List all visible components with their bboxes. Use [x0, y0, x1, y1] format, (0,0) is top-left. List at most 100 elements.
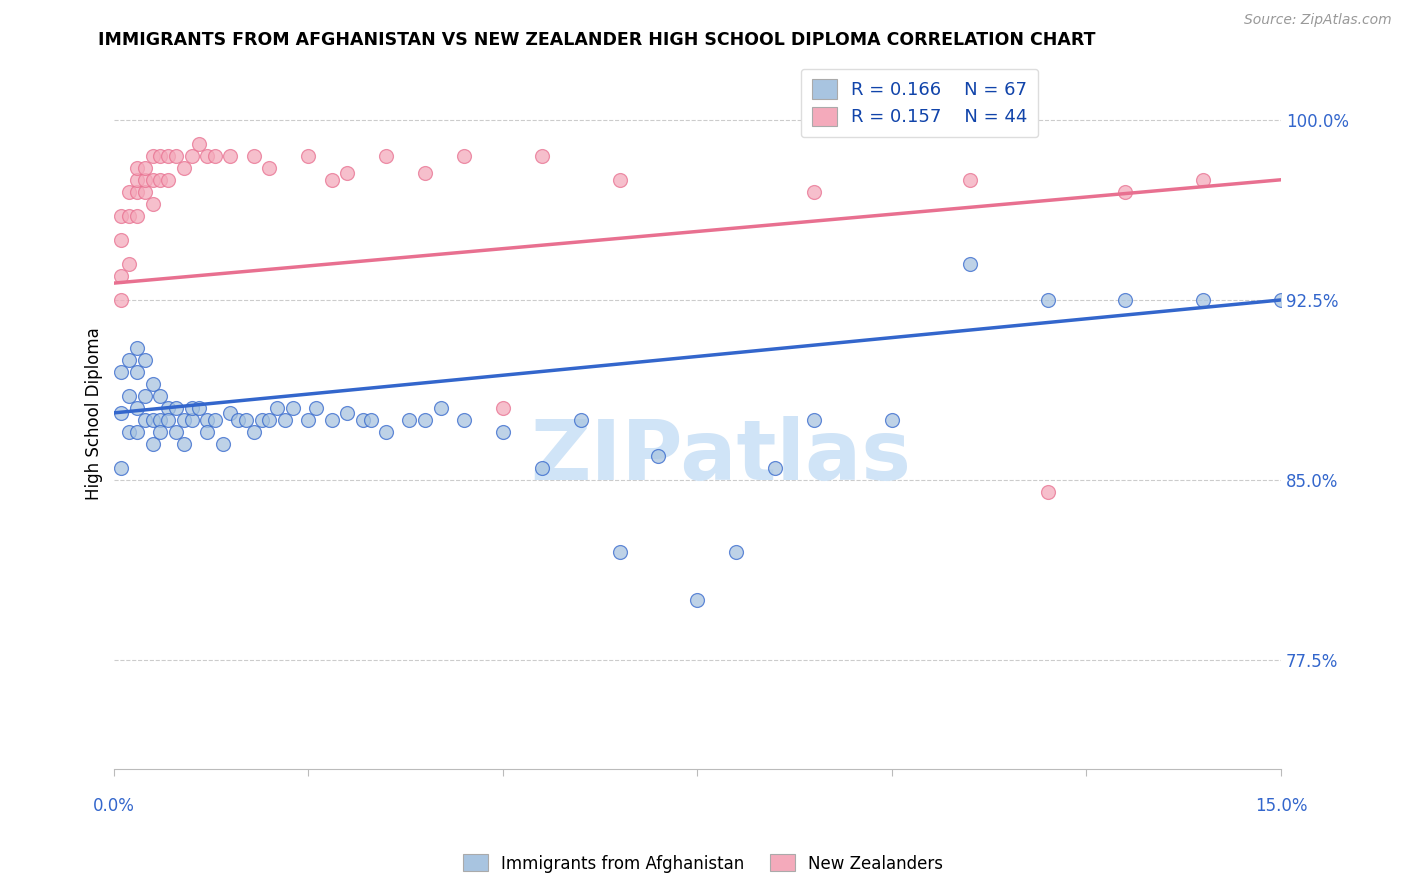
Point [259, 413, 281, 427]
Point [165, 425, 187, 439]
Point [157, 413, 180, 427]
Text: ZIPatlas: ZIPatlas [530, 417, 911, 497]
Point [250, 413, 273, 427]
Legend: R = 0.166    N = 67, R = 0.157    N = 44: R = 0.166 N = 67, R = 0.157 N = 44 [801, 69, 1039, 137]
Point [173, 161, 195, 175]
Point [1192, 173, 1215, 187]
Point [165, 401, 187, 416]
Point [321, 173, 343, 187]
Point [173, 437, 195, 451]
Point [959, 173, 981, 187]
Point [173, 413, 195, 427]
Point [125, 365, 148, 379]
Point [609, 173, 631, 187]
Point [429, 401, 451, 416]
Point [880, 413, 903, 427]
Point [157, 401, 180, 416]
Point [219, 149, 242, 163]
Point [1192, 293, 1215, 307]
Point [149, 389, 172, 403]
Point [725, 545, 748, 559]
Point [375, 149, 398, 163]
Point [110, 461, 132, 475]
Point [180, 413, 202, 427]
Point [149, 413, 172, 427]
Point [118, 209, 141, 223]
Point [204, 149, 226, 163]
Point [243, 425, 266, 439]
Point [297, 149, 319, 163]
Y-axis label: High School Diploma: High School Diploma [86, 327, 103, 500]
Legend: Immigrants from Afghanistan, New Zealanders: Immigrants from Afghanistan, New Zealand… [457, 847, 949, 880]
Point [110, 293, 132, 307]
Point [125, 425, 148, 439]
Point [530, 149, 553, 163]
Point [195, 413, 218, 427]
Point [110, 233, 132, 247]
Point [336, 406, 359, 420]
Point [204, 413, 226, 427]
Point [360, 413, 382, 427]
Point [149, 149, 172, 163]
Point [1036, 293, 1059, 307]
Point [281, 401, 304, 416]
Point [157, 149, 180, 163]
Point [375, 425, 398, 439]
Point [180, 149, 202, 163]
Point [266, 401, 288, 416]
Point [110, 406, 132, 420]
Point [118, 257, 141, 271]
Point [195, 425, 218, 439]
Point [142, 377, 165, 392]
Point [1270, 293, 1292, 307]
Point [803, 185, 825, 199]
Point [110, 209, 132, 223]
Point [125, 401, 148, 416]
Point [195, 149, 218, 163]
Point [647, 449, 669, 463]
Point [142, 196, 165, 211]
Point [352, 413, 374, 427]
Point [453, 413, 475, 427]
Point [336, 165, 359, 179]
Point [142, 173, 165, 187]
Point [219, 406, 242, 420]
Point [492, 425, 515, 439]
Point [125, 185, 148, 199]
Point [134, 185, 156, 199]
Point [149, 173, 172, 187]
Text: Source: ZipAtlas.com: Source: ZipAtlas.com [1244, 13, 1392, 28]
Point [609, 545, 631, 559]
Point [959, 257, 981, 271]
Point [165, 149, 187, 163]
Point [142, 437, 165, 451]
Point [149, 425, 172, 439]
Point [134, 173, 156, 187]
Point [274, 413, 297, 427]
Point [259, 161, 281, 175]
Point [453, 149, 475, 163]
Point [492, 401, 515, 416]
Point [226, 413, 249, 427]
Point [134, 413, 156, 427]
Point [125, 341, 148, 355]
Point [188, 401, 211, 416]
Point [413, 165, 436, 179]
Point [530, 461, 553, 475]
Point [763, 461, 786, 475]
Point [803, 413, 825, 427]
Point [118, 353, 141, 368]
Point [569, 413, 592, 427]
Point [134, 161, 156, 175]
Point [180, 401, 202, 416]
Text: 0.0%: 0.0% [93, 797, 135, 815]
Text: IMMIGRANTS FROM AFGHANISTAN VS NEW ZEALANDER HIGH SCHOOL DIPLOMA CORRELATION CHA: IMMIGRANTS FROM AFGHANISTAN VS NEW ZEALA… [98, 31, 1095, 49]
Point [398, 413, 420, 427]
Point [125, 161, 148, 175]
Point [134, 389, 156, 403]
Point [110, 365, 132, 379]
Point [1114, 185, 1136, 199]
Point [134, 353, 156, 368]
Point [142, 413, 165, 427]
Point [297, 413, 319, 427]
